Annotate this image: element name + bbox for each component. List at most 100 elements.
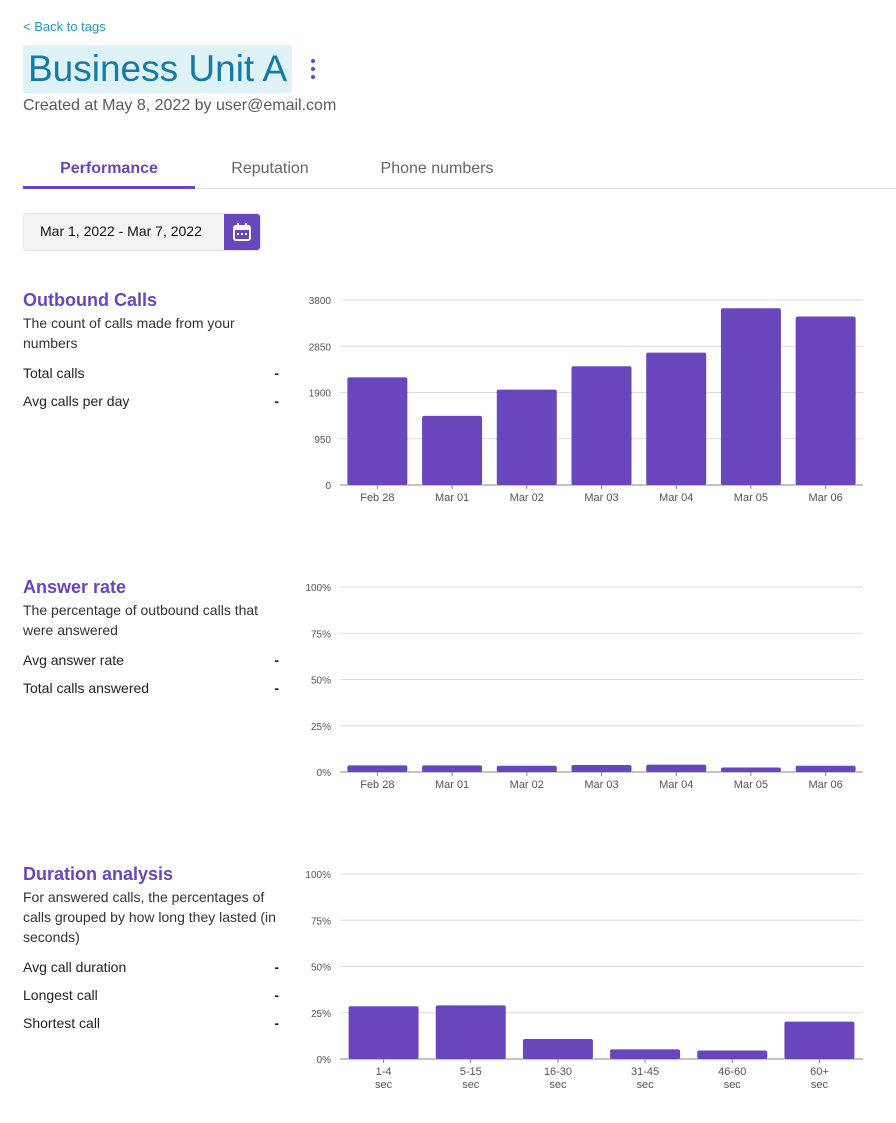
duration-analysis-chart: 0%25%50%75%100%1-4sec5-15sec16-30sec31-4… — [305, 870, 863, 1091]
stat-label: Avg call duration — [23, 959, 127, 975]
tab-phone-numbers[interactable]: Phone numbers — [380, 160, 494, 177]
bar — [646, 764, 707, 772]
bar — [795, 765, 856, 772]
bar — [496, 765, 557, 772]
calendar-button[interactable] — [224, 214, 260, 250]
x-tick-label: Mar 05 — [734, 779, 768, 791]
y-tick-label: 100% — [305, 583, 331, 594]
x-tick-label: Mar 06 — [809, 492, 843, 504]
y-tick-label: 25% — [311, 1009, 331, 1020]
stat-label: Longest call — [23, 987, 98, 1003]
y-tick-label: 25% — [311, 722, 331, 733]
y-tick-label: 75% — [311, 629, 331, 640]
created-info: Created at May 8, 2022 by user@email.com — [23, 97, 337, 114]
stat-value: - — [274, 652, 279, 668]
stat-total-calls-answered: Total calls answered - — [23, 680, 279, 696]
x-tick-label: 46-60 — [718, 1066, 746, 1078]
x-tick-label: Mar 05 — [734, 492, 768, 504]
page-title: Business Unit A — [23, 45, 293, 93]
bar — [571, 764, 632, 772]
x-tick-label: Mar 01 — [435, 779, 469, 791]
y-tick-label: 100% — [305, 870, 331, 881]
bar — [347, 765, 408, 772]
y-tick-label: 0 — [325, 481, 331, 492]
date-range-input[interactable]: Mar 1, 2022 - Mar 7, 2022 — [24, 214, 224, 250]
stat-label: Avg answer rate — [23, 652, 124, 668]
answer-rate-chart: 0% 25% 50% 75% 100% Feb 28 Mar 01 Mar 02 Mar 03 M… — [305, 583, 863, 791]
stat-label: Shortest call — [23, 1015, 101, 1031]
x-tick-label: sec — [811, 1079, 829, 1091]
stat-label: Total calls answered — [23, 680, 150, 696]
outbound-calls-description: The count of calls made from your number… — [23, 315, 235, 351]
bar — [496, 389, 557, 485]
outbound-calls-section: Outbound Calls The count of calls made f… — [23, 289, 279, 409]
duration-analysis-title: Duration analysis — [23, 864, 174, 884]
stat-value: - — [274, 987, 279, 1003]
x-tick-label: sec — [637, 1079, 655, 1091]
date-range-picker[interactable]: Mar 1, 2022 - Mar 7, 2022 — [23, 213, 261, 251]
more-options-icon[interactable] — [308, 59, 318, 79]
bar — [422, 415, 483, 485]
bar — [435, 1005, 506, 1059]
bar — [720, 308, 781, 485]
x-tick-label: sec — [462, 1079, 480, 1091]
answer-rate-title: Answer rate — [23, 577, 127, 597]
x-tick-label: Mar 01 — [435, 492, 469, 504]
y-tick-label: 50% — [311, 676, 331, 687]
duration-analysis-description: For answered calls, the percentages of c… — [23, 889, 276, 945]
x-tick-label: sec — [724, 1079, 742, 1091]
tab-reputation[interactable]: Reputation — [231, 160, 309, 177]
y-tick-label: 1900 — [309, 389, 332, 400]
y-tick-label: 50% — [311, 963, 331, 974]
x-tick-label: Feb 28 — [360, 779, 394, 791]
stat-avg-answer-rate: Avg answer rate - — [23, 652, 279, 668]
stat-value: - — [274, 365, 279, 381]
title-row: Business Unit A — [23, 45, 318, 93]
x-tick-label: 1-4 — [376, 1066, 392, 1078]
bar — [697, 1050, 768, 1059]
y-tick-label: 2850 — [309, 342, 332, 353]
answer-rate-description: The percentage of outbound calls that we… — [23, 602, 259, 638]
tab-bar: Performance Reputation Phone numbers — [23, 155, 896, 189]
bar — [348, 1006, 419, 1059]
stat-value: - — [274, 1015, 279, 1031]
bar — [522, 1039, 593, 1059]
stat-avg-calls-per-day: Avg calls per day - — [23, 393, 279, 409]
y-tick-label: 0% — [317, 768, 332, 779]
bar — [720, 767, 781, 772]
y-tick-label: 3800 — [309, 296, 332, 307]
x-tick-label: 60+ — [810, 1066, 829, 1078]
x-tick-label: Mar 03 — [584, 492, 618, 504]
back-to-tags-link[interactable]: < Back to tags — [23, 19, 106, 34]
stat-longest-call: Longest call - — [23, 987, 279, 1003]
x-tick-label: Mar 04 — [659, 492, 693, 504]
calendar-icon — [233, 223, 251, 241]
bar — [571, 366, 632, 485]
stat-value: - — [274, 959, 279, 975]
stat-total-calls: Total calls - — [23, 365, 279, 381]
bar — [784, 1021, 855, 1059]
y-tick-label: 950 — [314, 435, 331, 446]
x-tick-label: Mar 04 — [659, 779, 693, 791]
x-tick-label: Mar 03 — [584, 779, 618, 791]
tab-performance[interactable]: Performance — [23, 155, 195, 189]
x-tick-label: Mar 02 — [510, 492, 544, 504]
bar — [422, 765, 483, 772]
outbound-calls-chart: 0 950 1900 2850 3800 Feb 28 Mar 01 Mar 02 Mar 03… — [309, 296, 863, 504]
x-tick-label: sec — [375, 1079, 393, 1091]
bar — [347, 377, 408, 485]
bar — [795, 316, 856, 485]
x-tick-label: sec — [549, 1079, 567, 1091]
x-tick-label: Mar 06 — [809, 779, 843, 791]
x-tick-label: 5-15 — [460, 1066, 482, 1078]
y-tick-label: 75% — [311, 916, 331, 927]
stat-value: - — [274, 680, 279, 696]
answer-rate-section: Answer rate The percentage of outbound c… — [23, 576, 279, 696]
stat-shortest-call: Shortest call - — [23, 1015, 279, 1031]
stat-value: - — [274, 393, 279, 409]
x-tick-label: 31-45 — [631, 1066, 659, 1078]
duration-analysis-section: Duration analysis For answered calls, th… — [23, 863, 279, 1031]
x-tick-label: Mar 02 — [510, 779, 544, 791]
x-tick-label: 16-30 — [544, 1066, 572, 1078]
outbound-calls-title: Outbound Calls — [23, 290, 157, 310]
